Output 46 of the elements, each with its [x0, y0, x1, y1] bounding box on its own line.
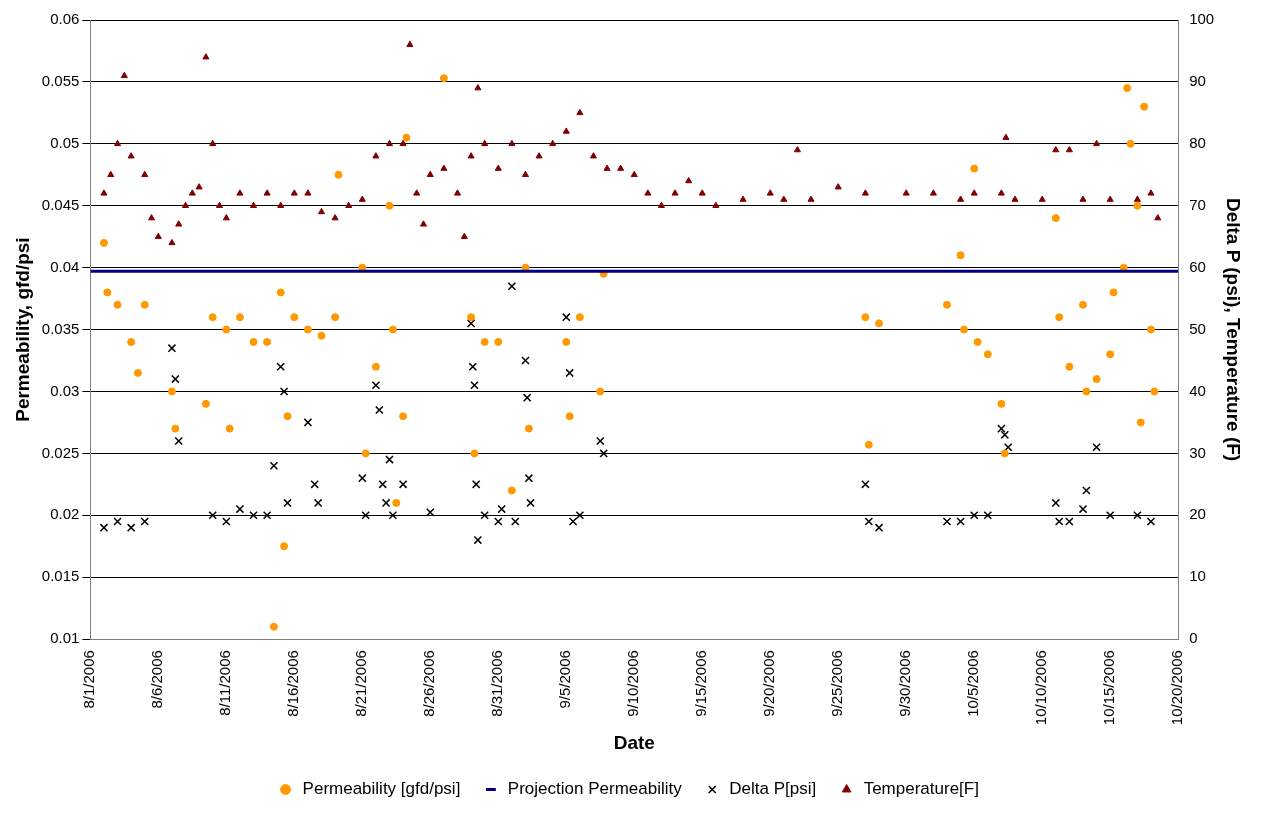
y-tick-label: 0.045 — [41, 195, 80, 213]
y2-tick-label: 10 — [1189, 567, 1206, 585]
y2-tick-label: 20 — [1189, 505, 1206, 523]
y-tick-label: 0.05 — [50, 133, 80, 151]
y2-tick-label: 100 — [1189, 10, 1215, 28]
y2-tick-label: 30 — [1189, 443, 1206, 461]
x-tick-label: 8/16/2006 — [284, 650, 302, 717]
y-axis-title: Permeability, gfd/psi — [11, 237, 33, 422]
x-tick-label: 8/6/2006 — [148, 650, 166, 709]
y-tick-label: 0.035 — [41, 319, 80, 337]
legend-label: Delta P[psi] — [729, 779, 817, 799]
y-tick-label: 0.01 — [50, 629, 80, 647]
y-tick-label: 0.06 — [50, 10, 80, 28]
y-tick-label: 0.04 — [50, 257, 80, 275]
x-tick-label: 9/15/2006 — [692, 650, 710, 717]
x-tick-label: 8/26/2006 — [420, 650, 438, 717]
x-tick-label: 9/20/2006 — [760, 650, 778, 717]
y-tick-label: 0.025 — [41, 443, 80, 461]
x-tick-label: 9/25/2006 — [828, 650, 846, 717]
y-tick-label: 0.015 — [41, 567, 80, 585]
x-tick-label: 8/1/2006 — [80, 650, 98, 709]
y2-tick-label: 0 — [1189, 629, 1198, 647]
y-tick-label: 0.02 — [50, 505, 80, 523]
y2-tick-label: 80 — [1189, 133, 1206, 151]
y2-tick-label: 60 — [1189, 257, 1206, 275]
x-tick-label: 10/20/2006 — [1168, 650, 1186, 726]
legend-label: Projection Permeability — [507, 779, 683, 799]
x-tick-label: 9/10/2006 — [624, 650, 642, 717]
y2-axis-title: Delta P (psi), Temperature (F) — [1223, 197, 1245, 462]
x-axis-title: Date — [613, 731, 655, 753]
x-tick-label: 10/10/2006 — [1032, 650, 1050, 726]
y-tick-label: 0.055 — [41, 72, 80, 90]
x-tick-label: 8/21/2006 — [352, 650, 370, 717]
y2-tick-label: 70 — [1189, 195, 1206, 213]
y2-tick-label: 90 — [1189, 72, 1206, 90]
x-tick-label: 8/31/2006 — [488, 650, 506, 717]
y-tick-label: 0.03 — [50, 381, 80, 399]
x-tick-label: 10/15/2006 — [1100, 650, 1118, 726]
legend-label: Temperature[F] — [863, 779, 979, 799]
legend-label: Permeability [gfd/psi] — [302, 779, 461, 799]
x-tick-label: 9/5/2006 — [556, 650, 574, 709]
x-tick-label: 9/30/2006 — [896, 650, 914, 717]
x-tick-label: 10/5/2006 — [964, 650, 982, 717]
x-tick-label: 8/11/2006 — [216, 650, 234, 716]
y2-tick-label: 50 — [1189, 319, 1206, 337]
y2-tick-label: 40 — [1189, 381, 1206, 399]
